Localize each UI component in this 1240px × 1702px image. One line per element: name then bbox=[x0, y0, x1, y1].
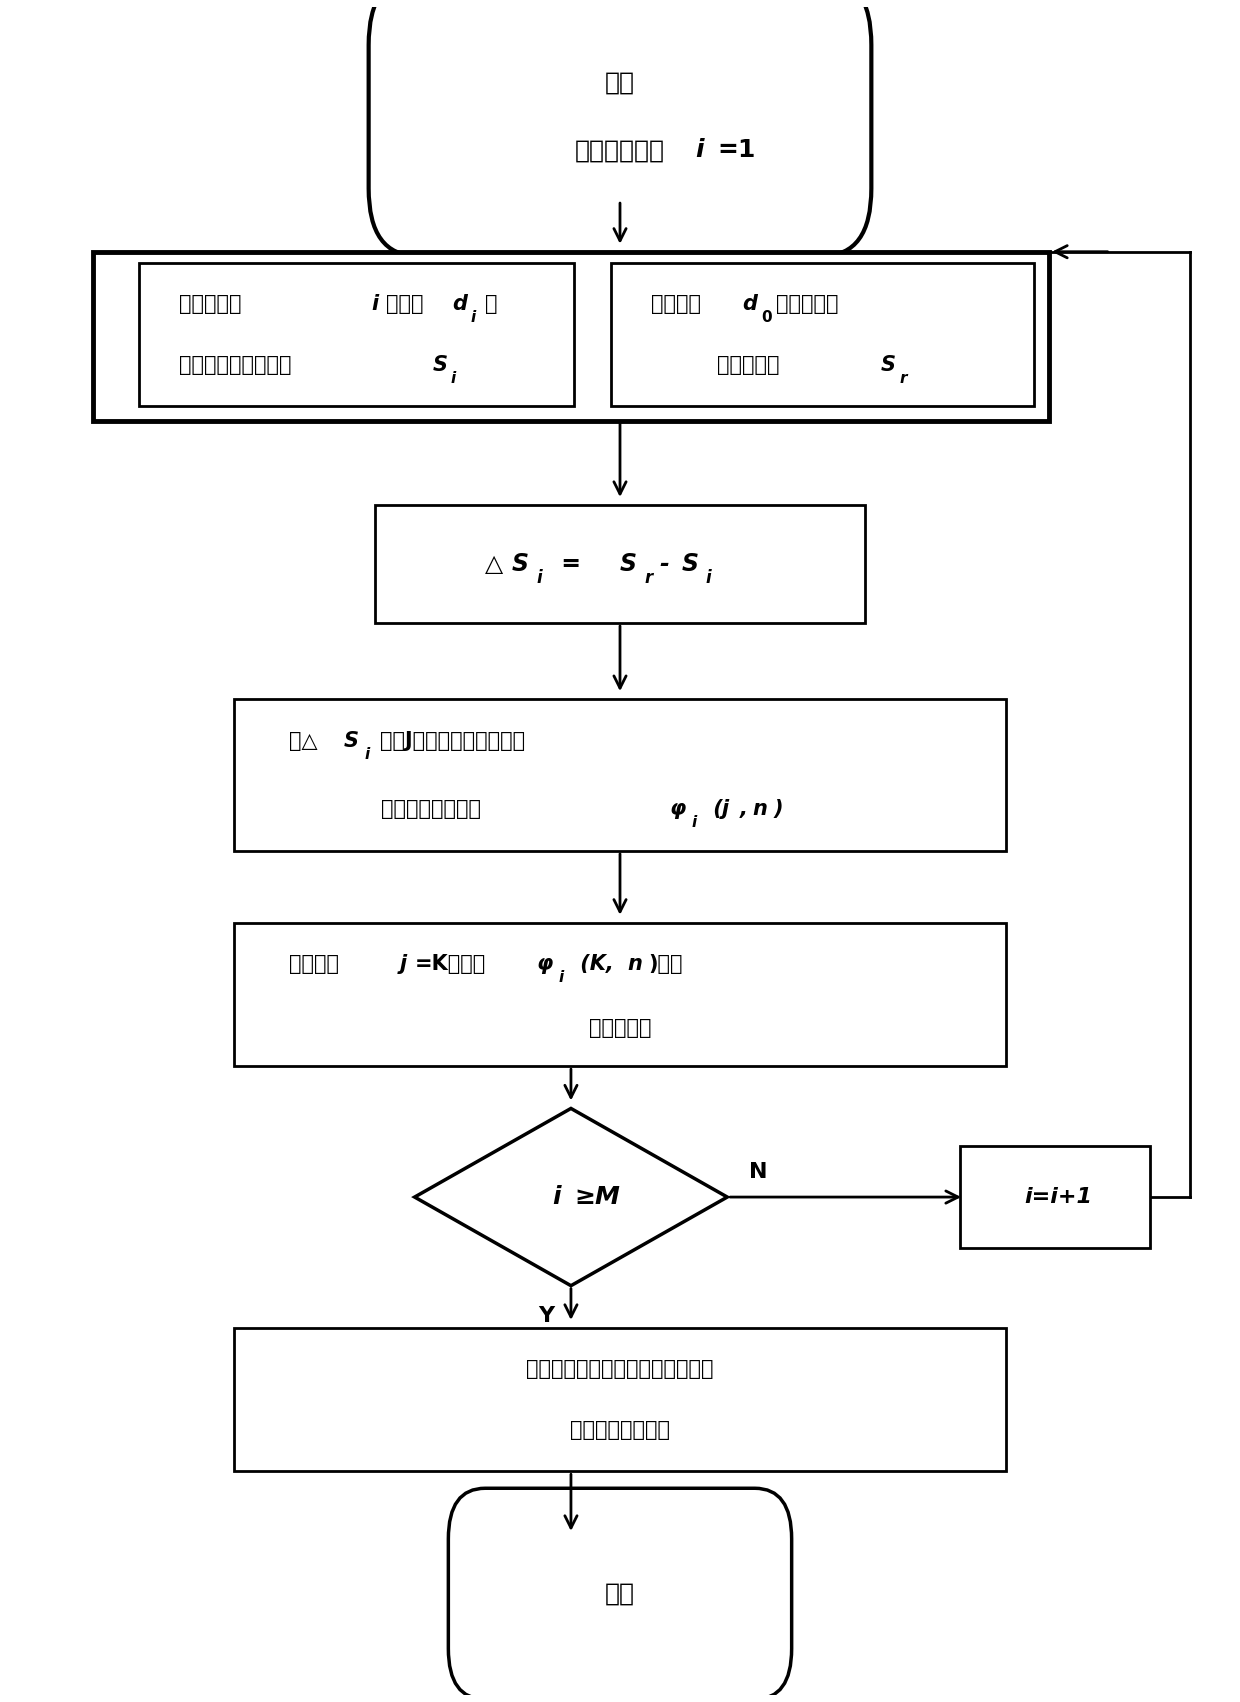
Text: 检测编号为: 检测编号为 bbox=[179, 294, 241, 315]
Text: i: i bbox=[559, 970, 564, 985]
Text: i: i bbox=[537, 568, 542, 587]
Text: 得到信号：: 得到信号： bbox=[718, 354, 780, 374]
Text: 的: 的 bbox=[485, 294, 497, 315]
Text: =K，找出: =K，找出 bbox=[415, 955, 486, 974]
Text: i: i bbox=[696, 138, 704, 162]
Text: 检测厚为: 检测厚为 bbox=[651, 294, 701, 315]
Text: i: i bbox=[371, 294, 378, 315]
Text: d: d bbox=[453, 294, 467, 315]
Text: r: r bbox=[899, 371, 906, 386]
Text: (: ( bbox=[706, 798, 723, 819]
Text: i: i bbox=[451, 371, 456, 386]
Bar bbox=[93, 252, 1049, 420]
Text: )中的: )中的 bbox=[649, 955, 683, 974]
Text: S: S bbox=[345, 732, 360, 751]
Text: △: △ bbox=[485, 551, 503, 575]
Text: S: S bbox=[620, 551, 637, 575]
Bar bbox=[234, 1328, 1006, 1472]
Text: 对△: 对△ bbox=[289, 732, 317, 751]
Text: 小波系数的相位谱: 小波系数的相位谱 bbox=[381, 798, 481, 819]
Text: i: i bbox=[470, 310, 476, 325]
Text: ，厚为: ，厚为 bbox=[386, 294, 423, 315]
FancyBboxPatch shape bbox=[368, 0, 872, 255]
Bar bbox=[139, 262, 574, 407]
Text: N: N bbox=[749, 1162, 768, 1181]
Bar bbox=[374, 505, 866, 623]
Text: i=i+1: i=i+1 bbox=[1024, 1186, 1092, 1207]
FancyBboxPatch shape bbox=[449, 1488, 791, 1699]
Text: ≥M: ≥M bbox=[574, 1185, 620, 1208]
Text: S: S bbox=[681, 551, 698, 575]
Text: j: j bbox=[722, 798, 729, 819]
Text: 标准试件得到信号：: 标准试件得到信号： bbox=[179, 354, 291, 374]
Text: S: S bbox=[512, 551, 529, 575]
Text: 启动: 启动 bbox=[605, 71, 635, 95]
Text: 指定尺度: 指定尺度 bbox=[289, 955, 339, 974]
Text: ): ) bbox=[774, 798, 782, 819]
Text: 标准试件编号: 标准试件编号 bbox=[575, 138, 665, 162]
Text: -: - bbox=[660, 551, 670, 575]
Text: d: d bbox=[743, 294, 758, 315]
Text: S: S bbox=[433, 354, 448, 374]
Text: 根据厚度和相位跃变点的实验数据: 根据厚度和相位跃变点的实验数据 bbox=[526, 1360, 714, 1379]
Text: ,: , bbox=[740, 798, 748, 819]
Text: =1: =1 bbox=[717, 138, 755, 162]
Bar bbox=[611, 262, 1034, 407]
Text: 0: 0 bbox=[761, 310, 771, 325]
Text: 相位跃变点: 相位跃变点 bbox=[589, 1018, 651, 1038]
Text: r: r bbox=[645, 568, 652, 587]
Text: 的参考试件: 的参考试件 bbox=[776, 294, 838, 315]
Text: φ: φ bbox=[537, 955, 553, 974]
Text: n: n bbox=[627, 955, 642, 974]
Bar bbox=[234, 922, 1006, 1065]
Text: 制作厚度标定曲线: 制作厚度标定曲线 bbox=[570, 1419, 670, 1440]
Text: i: i bbox=[553, 1185, 562, 1208]
Text: 进行J层复小波变换，得到: 进行J层复小波变换，得到 bbox=[379, 732, 525, 751]
Bar bbox=[234, 700, 1006, 851]
Text: i: i bbox=[706, 568, 712, 587]
Polygon shape bbox=[414, 1108, 728, 1285]
Text: (K,: (K, bbox=[573, 955, 614, 974]
Text: 结束: 结束 bbox=[605, 1581, 635, 1605]
Text: i: i bbox=[365, 747, 371, 762]
Text: j: j bbox=[399, 955, 407, 974]
Text: S: S bbox=[882, 354, 897, 374]
Text: =: = bbox=[553, 551, 589, 575]
Text: n: n bbox=[753, 798, 768, 819]
Text: i: i bbox=[691, 815, 697, 831]
Text: Y: Y bbox=[538, 1305, 554, 1326]
Text: φ: φ bbox=[670, 798, 686, 819]
Bar bbox=[960, 1147, 1151, 1248]
